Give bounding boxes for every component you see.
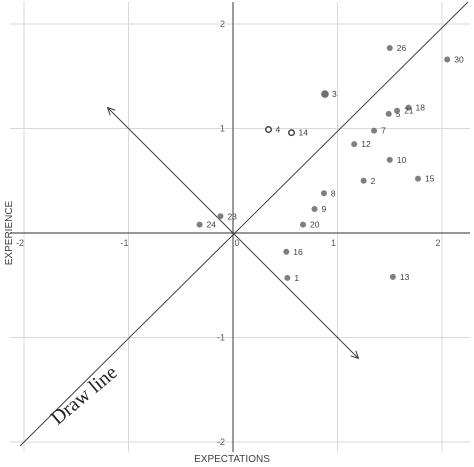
- data-label-13: 13: [400, 272, 410, 282]
- data-point-18: [405, 104, 412, 111]
- data-label-18: 18: [416, 103, 426, 113]
- data-point-9: [311, 205, 318, 212]
- data-label-10: 10: [397, 155, 407, 165]
- data-label-26: 26: [397, 43, 407, 53]
- data-label-20: 20: [310, 220, 320, 230]
- data-point-14: [288, 129, 296, 137]
- data-point-13: [389, 273, 396, 280]
- data-point-16: [283, 248, 290, 255]
- data-label-7: 7: [381, 126, 386, 136]
- data-point-12: [351, 141, 358, 148]
- x-tick-label: -2: [16, 238, 24, 248]
- data-label-3: 3: [332, 89, 337, 99]
- data-point-5: [385, 110, 392, 117]
- data-label-4: 4: [276, 125, 281, 135]
- data-point-30: [444, 56, 451, 63]
- data-label-14: 14: [299, 128, 309, 138]
- y-axis-title: EXPERIENCE: [4, 200, 15, 265]
- data-label-5: 5: [396, 109, 401, 119]
- x-tick-label: 1: [331, 238, 336, 248]
- x-tick-label: 0: [234, 238, 239, 248]
- y-tick-label: 2: [220, 19, 225, 29]
- data-label-1: 1: [294, 273, 299, 283]
- data-point-24: [196, 221, 203, 228]
- data-label-23: 23: [227, 211, 237, 221]
- data-label-2: 2: [371, 176, 376, 186]
- data-point-2: [360, 177, 367, 184]
- data-point-15: [414, 175, 421, 182]
- y-tick-label: -2: [217, 437, 225, 447]
- data-label-24: 24: [207, 220, 217, 230]
- data-point-4: [265, 126, 273, 134]
- data-label-15: 15: [425, 174, 435, 184]
- x-axis-title: EXPECTATIONS: [194, 454, 270, 465]
- data-point-7: [371, 127, 378, 134]
- x-tick-label: -1: [120, 238, 128, 248]
- data-point-8: [320, 190, 327, 197]
- data-label-16: 16: [293, 247, 303, 257]
- data-label-30: 30: [454, 55, 464, 65]
- data-point-21: [394, 107, 401, 114]
- data-label-8: 8: [331, 188, 336, 198]
- x-tick-label: 2: [435, 238, 440, 248]
- y-tick-label: -1: [217, 333, 225, 343]
- data-label-12: 12: [361, 139, 371, 149]
- data-label-21: 21: [404, 106, 414, 116]
- data-point-23: [217, 213, 224, 220]
- perpendicular-arrow: [108, 108, 359, 359]
- data-point-20: [300, 221, 307, 228]
- data-point-3: [321, 90, 329, 98]
- data-point-10: [386, 156, 393, 163]
- data-point-1: [284, 274, 291, 281]
- tick-labels: -2 -1 0 1 2-2-112: [16, 19, 441, 447]
- draw-line-annotation: Draw line: [47, 361, 122, 429]
- data-label-9: 9: [322, 204, 327, 214]
- reference-lines: [19, 1, 469, 447]
- data-point-26: [386, 45, 393, 52]
- y-tick-label: 1: [220, 124, 225, 134]
